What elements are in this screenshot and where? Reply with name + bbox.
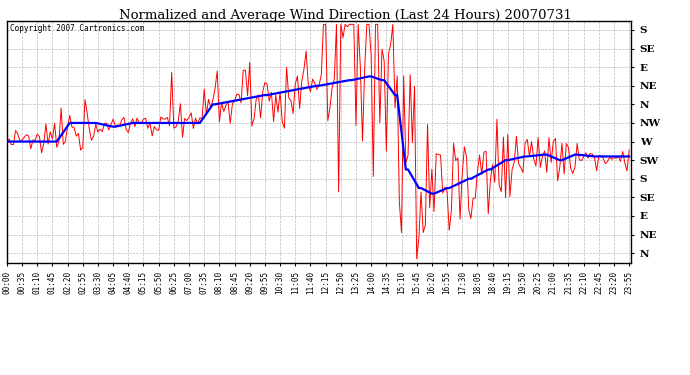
Text: Normalized and Average Wind Direction (Last 24 Hours) 20070731: Normalized and Average Wind Direction (L… bbox=[119, 9, 571, 22]
Text: Copyright 2007 Cartronics.com: Copyright 2007 Cartronics.com bbox=[10, 24, 144, 33]
